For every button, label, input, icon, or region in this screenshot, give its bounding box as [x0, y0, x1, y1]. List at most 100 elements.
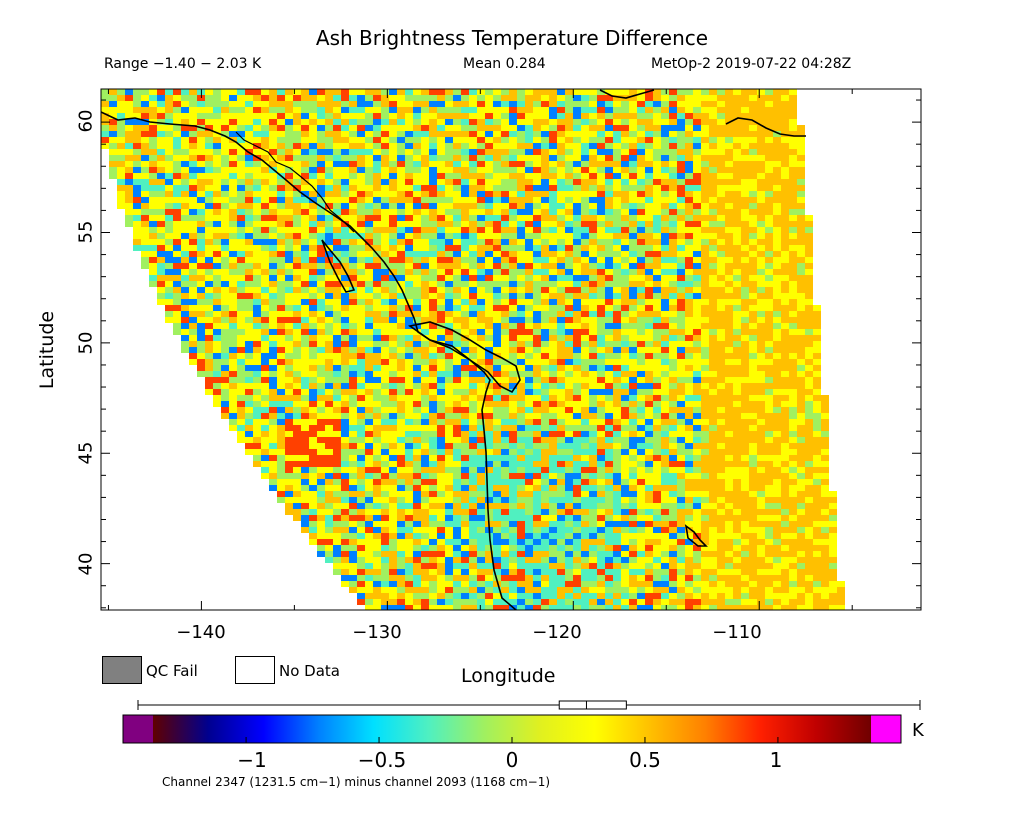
field-cell [373, 167, 381, 173]
field-cell [557, 191, 565, 197]
field-cell [189, 203, 197, 209]
field-cell [605, 167, 613, 173]
field-cell [245, 275, 253, 281]
field-cell [621, 377, 629, 383]
field-cell [501, 281, 509, 287]
field-cell [485, 239, 493, 245]
field-cell [477, 407, 485, 413]
field-cell [773, 233, 781, 239]
field-cell [365, 107, 373, 113]
field-cell [637, 227, 645, 233]
field-cell [373, 419, 381, 425]
field-cell [597, 161, 605, 167]
field-cell [757, 95, 765, 101]
field-cell [621, 437, 629, 443]
field-cell [597, 287, 605, 293]
field-cell [461, 209, 469, 215]
field-cell [141, 197, 149, 203]
field-cell [573, 179, 581, 185]
field-cell [501, 311, 509, 317]
field-cell [613, 269, 621, 275]
field-cell [261, 257, 269, 263]
field-cell [173, 221, 181, 227]
field-cell [741, 329, 749, 335]
field-cell [509, 359, 517, 365]
field-cell [749, 371, 757, 377]
field-cell [573, 347, 581, 353]
field-cell [237, 197, 245, 203]
field-cell [341, 209, 349, 215]
field-cell [765, 155, 773, 161]
field-cell [709, 389, 717, 395]
field-cell [197, 287, 205, 293]
field-cell [205, 311, 213, 317]
field-cell [221, 341, 229, 347]
field-cell [301, 89, 309, 95]
field-cell [533, 179, 541, 185]
field-cell [741, 179, 749, 185]
field-cell [677, 383, 685, 389]
field-cell [325, 401, 333, 407]
field-cell [365, 323, 373, 329]
field-cell [693, 233, 701, 239]
field-cell [653, 347, 661, 353]
field-cell [381, 227, 389, 233]
field-cell [397, 353, 405, 359]
field-cell [685, 293, 693, 299]
field-cell [797, 353, 805, 359]
field-cell [157, 269, 165, 275]
field-cell [797, 191, 805, 197]
field-cell [509, 449, 517, 455]
field-cell [621, 203, 629, 209]
field-cell [653, 317, 661, 323]
field-cell [581, 239, 589, 245]
field-cell [381, 395, 389, 401]
field-cell [653, 359, 661, 365]
field-cell [733, 227, 741, 233]
field-cell [501, 167, 509, 173]
field-cell [285, 281, 293, 287]
field-cell [765, 365, 773, 371]
field-cell [333, 221, 341, 227]
field-cell [413, 155, 421, 161]
field-cell [525, 359, 533, 365]
field-cell [765, 377, 773, 383]
field-cell [773, 419, 781, 425]
field-cell [413, 125, 421, 131]
field-cell [541, 311, 549, 317]
field-cell [629, 317, 637, 323]
field-cell [237, 173, 245, 179]
field-cell [661, 209, 669, 215]
field-cell [269, 197, 277, 203]
field-cell [373, 179, 381, 185]
field-cell [365, 299, 373, 305]
field-cell [373, 377, 381, 383]
field-cell [773, 209, 781, 215]
field-cell [189, 191, 197, 197]
field-cell [261, 365, 269, 371]
field-cell [461, 161, 469, 167]
field-cell [565, 341, 573, 347]
field-cell [565, 143, 573, 149]
field-cell [301, 215, 309, 221]
field-cell [653, 371, 661, 377]
field-cell [533, 191, 541, 197]
field-cell [317, 281, 325, 287]
field-cell [709, 305, 717, 311]
field-cell [461, 125, 469, 131]
field-cell [549, 425, 557, 431]
field-cell [469, 101, 477, 107]
field-cell [685, 143, 693, 149]
field-cell [357, 107, 365, 113]
field-cell [733, 377, 741, 383]
field-cell [397, 281, 405, 287]
field-cell [293, 317, 301, 323]
field-cell [213, 359, 221, 365]
field-cell [397, 449, 405, 455]
field-cell [445, 179, 453, 185]
field-cell [173, 239, 181, 245]
field-cell [517, 329, 525, 335]
field-cell [477, 101, 485, 107]
field-cell [733, 353, 741, 359]
field-cell [517, 401, 525, 407]
